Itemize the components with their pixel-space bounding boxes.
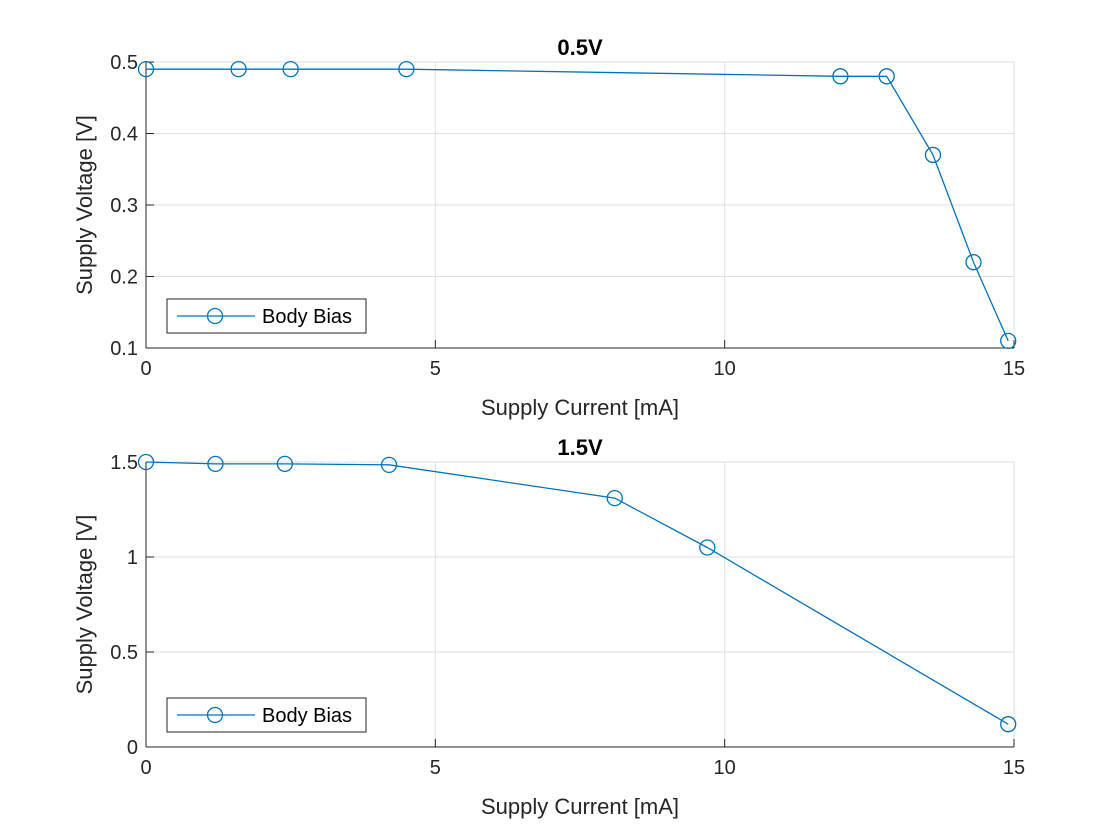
chart-1: 0 5 10 15 0.1 0.2 0.3 0.4 0.5 0.5V Supply Current … bbox=[72, 35, 1025, 420]
x-tick-label: 15 bbox=[1003, 358, 1025, 380]
y-tick-label: 0.1 bbox=[110, 338, 138, 360]
data-point bbox=[137, 61, 155, 78]
x-tick-label: 5 bbox=[430, 358, 441, 380]
legend-marker bbox=[206, 307, 224, 325]
y-axis-label: Supply Voltage [V] bbox=[72, 115, 97, 295]
legend-marker bbox=[206, 706, 224, 724]
series-line bbox=[145, 461, 1009, 725]
data-point bbox=[832, 68, 849, 85]
data-point bbox=[878, 68, 895, 85]
legend-label: Body Bias bbox=[262, 306, 352, 328]
x-tick-label: 0 bbox=[140, 757, 151, 779]
data-point bbox=[380, 456, 398, 474]
legend: Body Bias bbox=[166, 697, 367, 733]
x-axis-label: Supply Current [mA] bbox=[481, 794, 679, 819]
series-line bbox=[146, 68, 1009, 342]
x-tick-label: 10 bbox=[714, 757, 736, 779]
data-point bbox=[965, 254, 982, 271]
data-point bbox=[207, 455, 224, 473]
data-point bbox=[282, 61, 299, 78]
x-tick-label: 0 bbox=[140, 358, 151, 380]
data-point bbox=[699, 539, 716, 556]
data-point bbox=[924, 146, 942, 164]
y-tick-label: 0.5 bbox=[110, 642, 138, 664]
y-tick-label: 0.4 bbox=[110, 124, 138, 146]
data-point bbox=[606, 489, 623, 507]
y-tick-label: 1 bbox=[127, 547, 138, 569]
data-point bbox=[1000, 716, 1017, 733]
data-point bbox=[1000, 332, 1017, 350]
x-tick-label: 5 bbox=[430, 757, 441, 779]
y-tick-label: 0.2 bbox=[110, 267, 138, 289]
legend: Body Bias bbox=[166, 298, 367, 334]
chart-2: 0 5 10 15 0 0.5 1 1.5 1.5V Supply Current [mA] Sup… bbox=[72, 435, 1025, 819]
x-axis-label: Supply Current [mA] bbox=[481, 395, 679, 420]
legend-label: Body Bias bbox=[262, 705, 352, 727]
y-tick-label: 0.5 bbox=[110, 52, 138, 74]
data-point bbox=[398, 61, 415, 78]
chart-title: 0.5V bbox=[557, 35, 603, 60]
y-tick-label: 0.3 bbox=[110, 195, 138, 217]
y-axis-label: Supply Voltage [V] bbox=[72, 515, 97, 695]
x-tick-label: 10 bbox=[714, 358, 736, 380]
y-tick-label: 0 bbox=[127, 737, 138, 759]
data-point bbox=[137, 453, 155, 471]
data-point bbox=[276, 455, 294, 473]
y-tick-label: 1.5 bbox=[110, 452, 138, 474]
x-tick-label: 15 bbox=[1003, 757, 1025, 779]
data-point bbox=[230, 61, 247, 78]
chart-title: 1.5V bbox=[557, 435, 603, 460]
